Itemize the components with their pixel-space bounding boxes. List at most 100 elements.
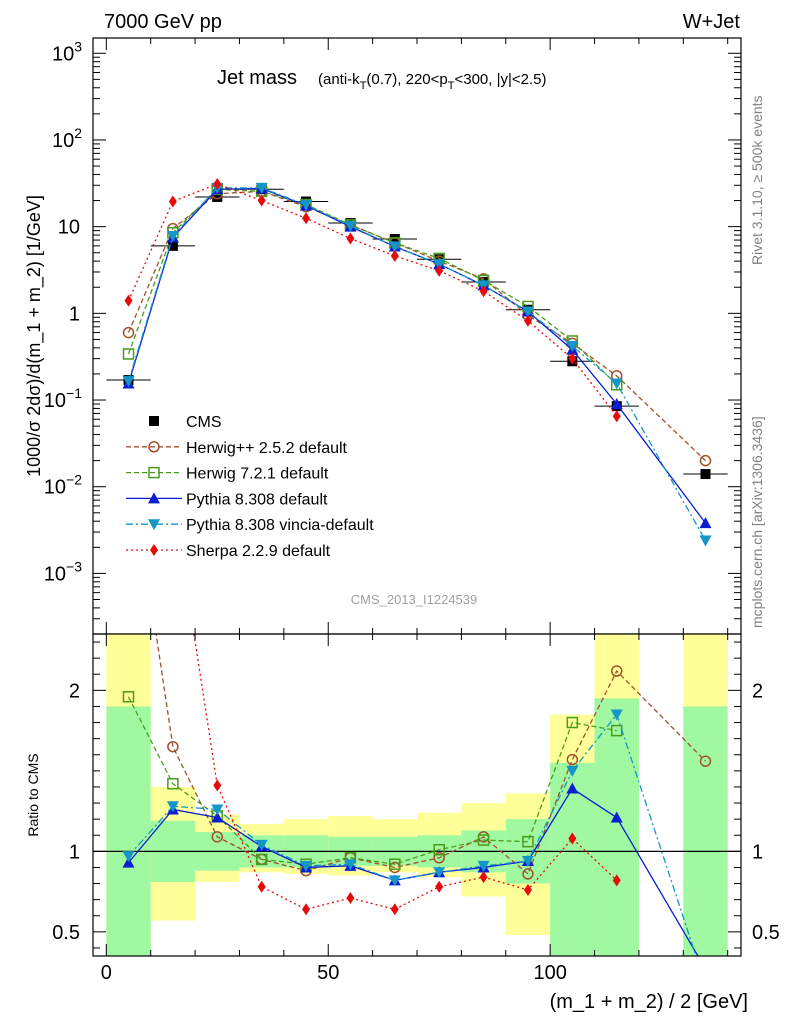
x-tick-label: 0 (101, 962, 112, 984)
legend-marker (148, 492, 160, 504)
series-0 (106, 184, 728, 480)
data-point (610, 378, 623, 390)
data-point (390, 249, 399, 262)
data-point (346, 232, 355, 245)
ratio-point (477, 834, 490, 846)
ratio-y-tick-label-right: 2 (752, 680, 763, 702)
ratio-axis-label: Ratio to CMS (25, 753, 41, 836)
series-line (127, 188, 618, 386)
ratio-point (433, 843, 445, 856)
ratio-point (610, 811, 623, 823)
legend-marker (149, 416, 159, 426)
data-point (122, 326, 135, 339)
ratio-y-tick-label-right: 0.5 (752, 922, 780, 944)
legend-label: CMS (186, 414, 222, 431)
uncertainty-band-inner (550, 762, 595, 956)
data-point (167, 240, 178, 251)
process-label: W+Jet (683, 11, 741, 33)
legend-label: Sherpa 2.2.9 default (186, 543, 331, 560)
legend-label: Pythia 8.308 vincia-default (186, 517, 374, 534)
ratio-point (522, 835, 534, 848)
ratio-point (522, 868, 534, 880)
ratio-point (568, 832, 577, 845)
data-point (521, 306, 534, 318)
ratio-point (433, 852, 445, 864)
data-point (300, 199, 313, 211)
ratio-point (610, 665, 623, 677)
y-tick-label: 1 (69, 303, 80, 325)
ratio-point (211, 831, 224, 843)
ratio-line (127, 696, 617, 865)
data-point (612, 410, 621, 423)
legend: CMS Herwig++ 2.5.2 default Herwig 7.2.1 de… (126, 414, 374, 560)
mcplots-label: mcplots.cern.ch [arXiv:1306.3436] (749, 416, 765, 628)
legend-marker (150, 544, 158, 556)
ratio-point (566, 716, 579, 729)
data-point (344, 220, 357, 232)
ratio-point (388, 875, 401, 887)
legend-entry: Sherpa 2.2.9 default (126, 543, 331, 560)
ratio-point (523, 883, 532, 896)
plot-subtitle: (anti-kT(0.7), 220<pT<300, |y|<2.5) (318, 71, 547, 92)
ratio-y-tick-label: 2 (69, 680, 80, 702)
ratio-point (122, 691, 135, 703)
data-point (257, 194, 266, 207)
series-5 (124, 178, 621, 423)
plot-subtitle-text: (anti-kT(0.7), 220<pT<300, |y|<2.5) (318, 71, 547, 92)
ratio-point (255, 853, 268, 866)
uncertainty-band-inner (106, 706, 151, 956)
x-tick-label: 50 (317, 962, 339, 984)
ratio-y-tick-label: 1 (69, 841, 80, 863)
ratio-point (167, 740, 179, 753)
y-tick-label: 102 (52, 125, 82, 152)
data-point (122, 376, 135, 388)
data-point (610, 397, 623, 409)
legend-label: Herwig++ 2.5.2 default (186, 440, 348, 457)
ratio-point (211, 804, 224, 816)
data-point (699, 454, 712, 467)
ratio-point (521, 856, 534, 868)
data-point (302, 212, 311, 225)
legend-entry: Pythia 8.308 vincia-default (126, 517, 374, 534)
ratio-point (257, 880, 266, 893)
series-4 (122, 182, 712, 547)
plot-title: Jet mass (217, 67, 297, 89)
y-tick-label: 10 (58, 217, 80, 239)
data-point (435, 264, 444, 277)
uncertainty-band-inner (594, 698, 639, 956)
data-point (700, 469, 711, 480)
data-point (166, 230, 179, 242)
ratio-y-tick-label-right: 1 (752, 841, 763, 863)
x-tick-label: 100 (533, 962, 566, 984)
ratio-point (477, 860, 490, 872)
ratio-line (155, 634, 706, 875)
ratio-point (167, 777, 179, 790)
legend-label: Herwig 7.2.1 default (186, 466, 329, 483)
data-point (388, 241, 401, 253)
ratio-point (389, 858, 401, 870)
legend-entry: Pythia 8.308 default (126, 491, 328, 508)
ratio-line (193, 634, 618, 911)
rivet-label: Rivet 3.1.10, ≥ 500k events (749, 95, 765, 265)
ratio-panel-data (122, 634, 712, 956)
analysis-tag: CMS_2013_I1224539 (351, 592, 478, 607)
legend-marker (148, 441, 160, 453)
ratio-point (479, 871, 488, 884)
data-point (433, 259, 446, 271)
ratio-point (346, 892, 355, 905)
ratio-point (344, 859, 357, 871)
ratio-point (566, 765, 579, 777)
data-point (124, 294, 133, 307)
data-point (168, 195, 177, 208)
y-tick-label: 103 (52, 38, 82, 65)
ratio-y-tick-label: 0.5 (52, 922, 80, 944)
ratio-point (566, 782, 579, 794)
y-axis-label: 1000/σ 2dσ)/d(m_1 + m_2) [1/GeV] (24, 195, 45, 477)
x-axis-label: (m_1 + m_2) / 2 [GeV] (550, 991, 748, 1013)
ratio-point (435, 880, 444, 893)
data-point (212, 191, 223, 202)
legend-marker (148, 466, 160, 479)
ratio-point (433, 867, 446, 879)
ratio-point (699, 755, 712, 767)
